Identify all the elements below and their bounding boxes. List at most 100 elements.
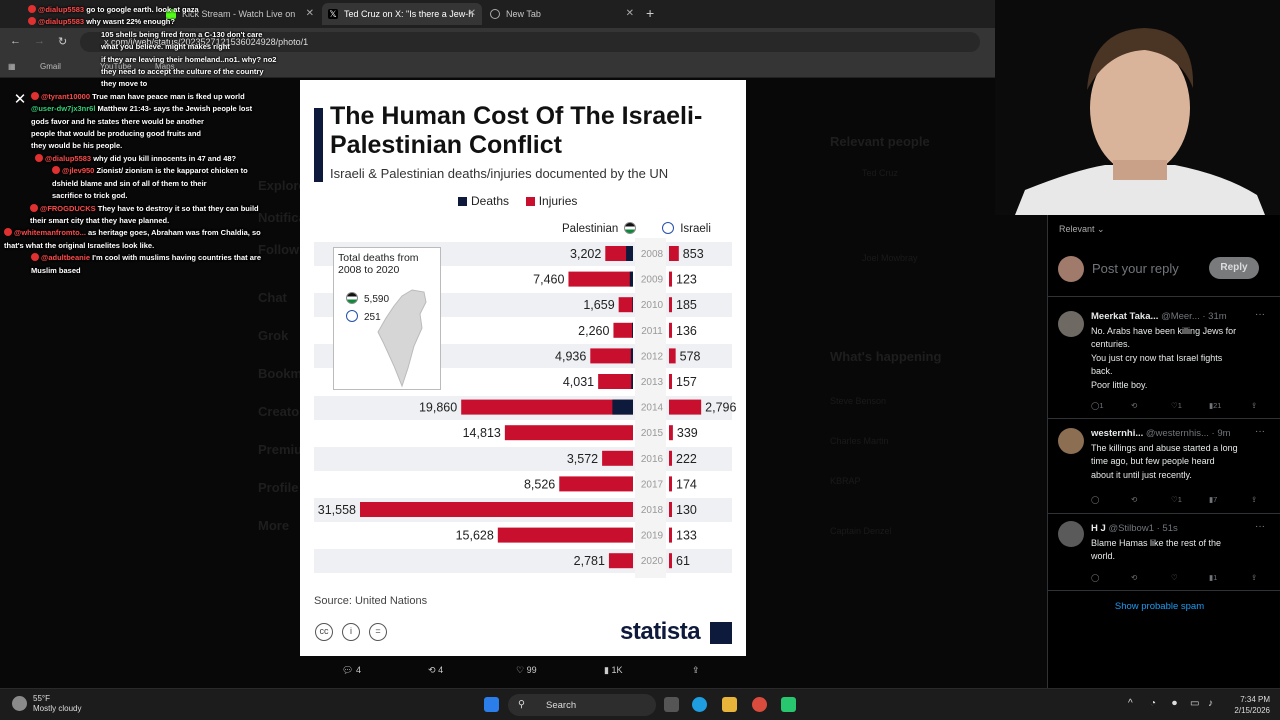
reply-button[interactable]: Reply (1209, 257, 1259, 279)
bar-israeli-injuries (669, 322, 672, 338)
value-label-israeli: 222 (676, 452, 697, 466)
url-field[interactable]: x.com/i/web/status/2023527121536024928/p… (80, 32, 980, 52)
repost-icon[interactable]: ⟲ (1131, 495, 1138, 504)
weather-widget[interactable]: 55°F Mostly cloudy (33, 694, 81, 714)
chat-username: @jlev950 (62, 166, 95, 176)
task-view-icon[interactable] (664, 697, 679, 712)
microphone-icon[interactable]: ⏺ (1172, 698, 1177, 709)
show-probable-spam-link[interactable]: Show probable spam (1114, 601, 1205, 612)
file-explorer-icon[interactable] (722, 697, 737, 712)
close-tab-icon[interactable]: ✕ (467, 8, 476, 19)
windows-taskbar: 55°F Mostly cloudy ⚲ Search ^ ◔ ⏺ ▭ ♪ 7:… (0, 688, 1280, 720)
clock-date: 2/15/2026 (1234, 706, 1270, 715)
bookmark-maps[interactable]: Maps (155, 62, 175, 71)
close-tab-icon[interactable]: ✕ (305, 8, 314, 19)
legend-swatch-injuries (525, 197, 535, 206)
bar-palestinian-injuries (602, 450, 633, 466)
weather-cloud-icon[interactable] (12, 696, 27, 711)
year-label: 2010 (641, 300, 664, 311)
repost-icon[interactable]: ⟲ (1131, 401, 1138, 410)
tab-new-tab[interactable]: New Tab ✕ (484, 3, 640, 25)
bar-israeli-injuries (669, 502, 672, 517)
comment-author[interactable]: westernhi... @westernhis... · 9m (1091, 428, 1231, 439)
bookmark-youtube[interactable]: YouTube (100, 62, 132, 71)
app-icon[interactable] (781, 697, 796, 712)
close-tab-icon[interactable]: ✕ (625, 8, 634, 19)
more-options-icon[interactable]: ··· (1255, 521, 1265, 532)
heart-icon[interactable]: ♡ 1 (1171, 495, 1182, 504)
comment-author[interactable]: Meerkat Taka... @Meer... · 31m (1091, 311, 1227, 322)
windows-start-icon[interactable] (484, 697, 499, 712)
bar-palestinian-injuries (497, 527, 633, 543)
chat-message: @FROGDUCKS They have to destroy it so th… (0, 203, 300, 228)
apps-grid-icon[interactable]: ▦ (8, 62, 16, 71)
chevron-up-icon[interactable]: ^ (1128, 698, 1133, 709)
bookmark-gmail[interactable]: Gmail (40, 62, 61, 71)
value-label-palestinian: 14,813 (463, 426, 501, 440)
views-action[interactable]: ▮ 1K (604, 665, 622, 676)
like-count: 1 (1177, 495, 1182, 504)
avatar[interactable] (1058, 311, 1084, 337)
repost-icon[interactable]: ⟲ (1131, 573, 1138, 582)
new-tab-button[interactable]: + (646, 5, 655, 21)
volume-icon[interactable]: ♪ (1208, 698, 1213, 709)
taskbar-search[interactable]: ⚲ Search (508, 694, 656, 716)
share-icon[interactable]: ⇪ (1251, 401, 1258, 410)
title-accent-bar (314, 108, 323, 182)
year-column (635, 238, 666, 578)
comment-author[interactable]: H J @Stilbow1 · 51s (1091, 523, 1178, 534)
value-label-israeli: 174 (676, 477, 697, 491)
edge-icon[interactable] (692, 697, 707, 712)
weather-temp: 55°F (33, 694, 50, 703)
like-action[interactable]: ♡ 99 (516, 665, 537, 676)
more-options-icon[interactable]: ··· (1255, 309, 1265, 320)
heart-icon[interactable]: ♡ 1 (1171, 401, 1182, 410)
bar-israeli-injuries (669, 425, 673, 441)
tab-kick-stream[interactable]: Kick Stream - Watch Live on ✕ (160, 3, 320, 25)
avatar[interactable] (1058, 428, 1084, 454)
comment[interactable]: westernhi... @westernhis... · 9m ··· The… (1048, 420, 1280, 514)
views-chart-icon[interactable]: ▮ 7 (1209, 495, 1218, 504)
reply-icon[interactable]: ◯ 1 (1091, 401, 1104, 410)
share-icon[interactable]: ⇪ (1251, 495, 1258, 504)
more-options-icon[interactable]: ··· (1255, 426, 1265, 437)
chat-text: if they are leaving their homeland..no1.… (101, 54, 277, 89)
chart-image[interactable]: The Human Cost Of The Israeli-Palestinia… (300, 80, 746, 656)
tab-ted-cruz[interactable]: 𝕏 Ted Cruz on X: "Is there a Jew-h ✕ (322, 3, 482, 25)
value-label-israeli: 2,796 (705, 401, 736, 415)
share-action[interactable]: ⇪ (692, 665, 700, 676)
close-modal-icon[interactable]: ✕ (13, 91, 27, 108)
value-label-israeli: 123 (676, 273, 697, 287)
chat-message: @jlev950 Zionist/ zionism is the kapparo… (0, 165, 300, 202)
chat-badge-icon (28, 5, 36, 13)
ghost-trend: Captain Denzel (830, 526, 892, 536)
display-icon[interactable]: ▭ (1190, 698, 1200, 709)
network-icon[interactable]: ◔ (1150, 698, 1157, 709)
reply-icon[interactable]: ◯ (1091, 495, 1100, 504)
reload-icon[interactable]: ↻ (58, 36, 68, 48)
system-clock[interactable]: 7:34 PM 2/15/2026 (1226, 694, 1270, 716)
reply-icon[interactable]: ◯ (1091, 573, 1100, 582)
reply-action[interactable]: 💬︎ 4 (342, 665, 361, 676)
comment[interactable]: Meerkat Taka... @Meer... · 31m ··· No. A… (1048, 303, 1280, 419)
like-count: 1 (1177, 401, 1182, 410)
reply-input[interactable]: Post your reply (1092, 261, 1179, 276)
chat-username: @whitemanfromto... (14, 228, 86, 238)
views-chart-icon[interactable]: ▮ 21 (1209, 401, 1222, 410)
forward-arrow-icon[interactable]: → (34, 35, 45, 47)
views-chart-icon[interactable]: ▮ 1 (1209, 573, 1218, 582)
reply-count: 1 (1099, 401, 1104, 410)
sort-dropdown[interactable]: Relevant ⌄ (1059, 224, 1105, 235)
back-arrow-icon[interactable]: ← (10, 35, 21, 47)
comment[interactable]: H J @Stilbow1 · 51s ··· Blame Hamas like… (1048, 515, 1280, 591)
streamer-webcam-icon (995, 0, 1280, 215)
chrome-icon[interactable] (752, 697, 767, 712)
avatar[interactable] (1058, 521, 1084, 547)
chat-username: @tyrant10000 (41, 91, 91, 101)
share-icon[interactable]: ⇪ (1251, 573, 1258, 582)
chat-badge-icon (35, 153, 43, 162)
repost-action[interactable]: ⟲ 4 (428, 665, 443, 676)
author-handle: @Meer... · 31m (1161, 311, 1227, 322)
chat-username: @dialup5583 (45, 153, 92, 163)
heart-icon[interactable]: ♡ (1171, 573, 1178, 582)
